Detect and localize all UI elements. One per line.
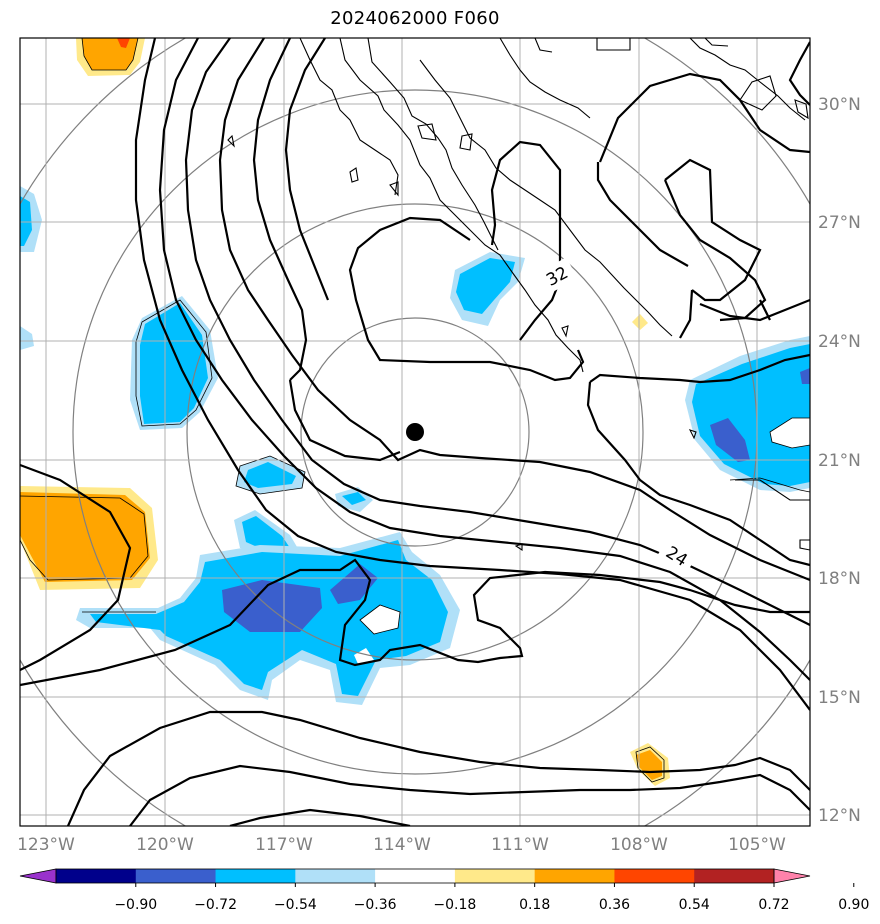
colorbar-tick-label: 0.54 <box>679 897 710 913</box>
lat-label-27n: 27°N <box>818 213 861 233</box>
lon-label-120w: 120°W <box>136 835 194 855</box>
longitude-labels: 123°W 120°W 117°W 114°W 111°W 108°W 105°… <box>17 835 786 855</box>
colorbar-tick-label: −0.72 <box>194 897 237 913</box>
colorbar-frame <box>55 868 775 884</box>
colorbar-tick-label: −0.36 <box>354 897 397 913</box>
colorbar-segments <box>56 869 775 883</box>
colorbar-segment <box>375 869 456 883</box>
lat-label-30n: 30°N <box>818 95 861 115</box>
lat-label-24n: 24°N <box>818 332 861 352</box>
lon-label-105w: 105°W <box>728 835 786 855</box>
coastlines <box>227 38 810 552</box>
colorbar-tick-label: −0.18 <box>433 897 476 913</box>
shaded-field-outlines <box>20 38 810 783</box>
colorbar-tick-label: −0.54 <box>274 897 317 913</box>
colorbar-extend-min <box>19 868 57 884</box>
plot-title: 2024062000 F060 <box>330 8 500 29</box>
colorbar-tick-label: 0.36 <box>599 897 630 913</box>
colorbar-segment <box>454 869 536 883</box>
map-plot-area: 32 24 <box>20 38 810 826</box>
colorbar-segment <box>614 869 695 883</box>
lon-label-111w: 111°W <box>491 835 549 855</box>
lat-label-12n: 12°N <box>818 806 861 826</box>
contour-label-group: 32 24 <box>536 257 698 576</box>
colorbar: −0.90 −0.72 −0.54 −0.36 −0.18 0.18 0.36 0.54 0.7… <box>19 868 869 913</box>
colorbar-tick-label: 0.18 <box>519 897 550 913</box>
lon-label-117w: 117°W <box>255 835 313 855</box>
colorbar-tick-label: 0.90 <box>838 897 869 913</box>
colorbar-segment <box>215 869 296 883</box>
lat-label-15n: 15°N <box>818 688 861 708</box>
gridlines <box>20 38 810 826</box>
latitude-labels: 30°N 27°N 24°N 21°N 18°N 15°N 12°N <box>818 95 861 826</box>
colorbar-segment <box>295 869 376 883</box>
colorbar-segment <box>694 869 775 883</box>
colorbar-extend-max <box>773 868 811 884</box>
lat-label-18n: 18°N <box>818 569 861 589</box>
map-frame <box>19 37 811 827</box>
lat-label-21n: 21°N <box>818 451 861 471</box>
colorbar-tick-label: 0.72 <box>758 897 789 913</box>
lon-label-123w: 123°W <box>17 835 75 855</box>
colorbar-ticks: −0.90 −0.72 −0.54 −0.36 −0.18 0.18 0.36 0.54 0.7… <box>114 883 869 913</box>
lon-label-114w: 114°W <box>373 835 431 855</box>
lon-label-108w: 108°W <box>610 835 668 855</box>
colorbar-segment <box>135 869 217 883</box>
storm-center-marker <box>406 423 424 441</box>
colorbar-tick-label: −0.90 <box>114 897 157 913</box>
colorbar-segment <box>56 869 137 883</box>
height-contours <box>20 38 810 826</box>
colorbar-segment <box>534 869 615 883</box>
